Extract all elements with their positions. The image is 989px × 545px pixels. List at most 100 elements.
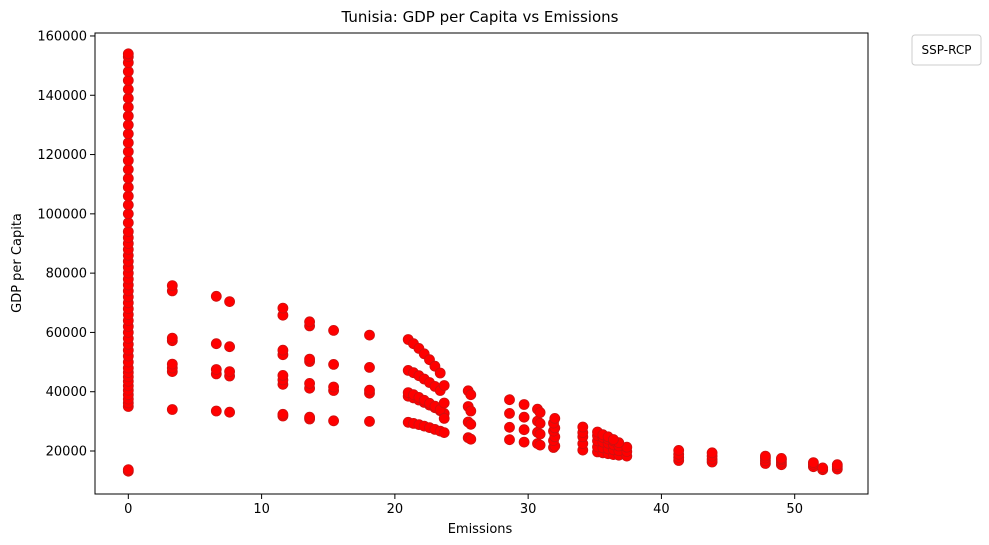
points-layer [122, 48, 843, 477]
data-point [465, 433, 477, 445]
data-point [504, 394, 515, 406]
data-point [534, 439, 546, 451]
x-axis-label: Emissions [448, 522, 513, 537]
data-point [122, 75, 134, 86]
data-point [760, 450, 771, 462]
data-point [122, 48, 134, 60]
data-point [817, 462, 829, 474]
data-point [831, 459, 843, 471]
data-point [549, 412, 561, 424]
y-tick-label: 40000 [46, 385, 87, 400]
data-point [122, 464, 134, 476]
data-point [465, 389, 477, 401]
legend-title: SSP-RCP [922, 43, 972, 57]
data-point [277, 344, 289, 356]
data-point [122, 172, 134, 184]
y-tick-label: 120000 [37, 148, 87, 163]
y-tick-label: 140000 [37, 89, 87, 104]
data-point [277, 408, 289, 420]
data-point [224, 406, 236, 418]
data-point [504, 421, 515, 433]
data-point [534, 428, 546, 440]
data-point [304, 353, 316, 365]
data-point [518, 399, 530, 410]
data-point [364, 415, 375, 427]
data-point [328, 381, 340, 393]
data-point [534, 417, 546, 429]
data-point [122, 146, 134, 158]
data-point [304, 411, 316, 423]
data-point [224, 341, 236, 353]
data-point [166, 332, 178, 344]
data-point [438, 427, 450, 439]
data-point [328, 324, 340, 336]
y-axis: 20000 40000 60000 80000 100000 120000 140000 16… [37, 29, 95, 460]
data-point [224, 366, 236, 378]
legend: SSP-RCP [911, 34, 982, 66]
data-point [364, 329, 375, 341]
data-point [210, 338, 222, 350]
x-tick-label: 50 [786, 502, 803, 517]
data-point [706, 447, 718, 459]
data-point [166, 358, 178, 370]
data-point [364, 361, 375, 373]
x-tick-label: 40 [653, 502, 670, 517]
data-point [122, 128, 134, 140]
x-axis: 0 10 20 30 40 50 [124, 494, 803, 517]
data-point [534, 407, 546, 418]
data-point [304, 377, 316, 389]
data-point [577, 421, 589, 433]
data-point [438, 380, 450, 391]
data-point [166, 280, 178, 292]
x-tick-label: 20 [387, 502, 404, 517]
data-point [621, 441, 633, 453]
data-point [776, 452, 787, 464]
data-point [210, 364, 222, 375]
x-tick-label: 30 [520, 502, 537, 517]
data-point [518, 411, 530, 423]
data-point [438, 412, 450, 424]
data-point [438, 397, 450, 409]
data-point [122, 101, 134, 113]
data-point [210, 405, 222, 417]
y-tick-label: 160000 [37, 29, 87, 44]
data-point [673, 444, 685, 456]
data-point [122, 190, 134, 202]
data-point [465, 418, 477, 430]
data-point [518, 424, 530, 436]
legend-box [911, 34, 982, 66]
data-point [364, 384, 375, 396]
data-point [224, 296, 236, 308]
data-point [608, 434, 619, 445]
data-point [328, 415, 340, 427]
y-tick-label: 80000 [46, 267, 87, 282]
data-point [122, 208, 134, 220]
data-point [166, 404, 178, 415]
plot-frame [94, 32, 869, 495]
data-point [122, 110, 134, 122]
data-point [434, 367, 446, 379]
y-tick-label: 20000 [46, 445, 87, 460]
data-point [465, 405, 477, 417]
data-point [808, 457, 819, 469]
data-point [122, 226, 134, 238]
data-point [518, 436, 530, 448]
x-tick-label: 0 [124, 502, 132, 517]
data-point [122, 83, 134, 95]
data-point [277, 302, 289, 314]
data-point [328, 358, 340, 370]
data-point [504, 434, 515, 446]
data-point [122, 119, 134, 131]
y-tick-label: 60000 [46, 326, 87, 341]
data-point [504, 407, 515, 419]
x-tick-label: 10 [253, 502, 270, 517]
chart-title: Tunisia: GDP per Capita vs Emissions [341, 8, 619, 26]
data-point [304, 316, 316, 328]
data-point [122, 66, 134, 77]
y-axis-label: GDP per Capita [10, 213, 25, 313]
y-tick-label: 100000 [37, 207, 87, 222]
data-point [210, 290, 222, 302]
data-point [277, 369, 289, 381]
